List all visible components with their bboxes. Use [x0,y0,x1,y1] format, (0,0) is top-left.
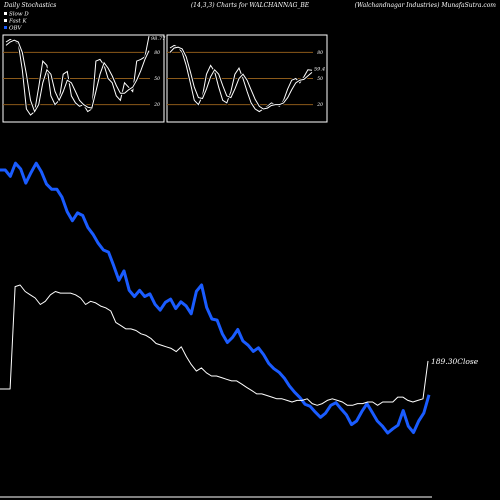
full-stochastic-panel: 20 50 80 59.4 FULL [166,34,328,132]
header-center: (14,3,3) Charts for WALCHANNAG_BE [191,2,310,9]
header-right: (Walchandnagar Industries) MunafaSutra.c… [355,2,497,9]
obv-line [0,161,431,435]
full-tick-50: 50 [317,76,323,82]
fast-tick-20: 20 [153,102,160,108]
full-value-label: 59.4 [314,66,325,72]
close-price-label: 189.30Close [431,357,479,366]
fast-panel-label: FAST [47,124,66,132]
full-panel-label: FULL [211,124,231,132]
legend-swatch-fast-k [4,19,7,22]
fast-slow-d-line [5,39,150,113]
legend-label-slow-d: Slow D [9,12,29,18]
full-tick-20: 20 [316,102,323,108]
obv-price-panel: 189.30Close [0,161,479,498]
fast-fast-k-line [5,36,150,116]
legend: Slow D Fast K OBV [4,12,29,32]
legend-label-obv: OBV [9,26,23,32]
fast-tick-80: 80 [154,50,160,56]
full-slow-d-line [169,46,313,110]
full-tick-80: 80 [317,50,323,56]
price-line [0,284,429,406]
legend-swatch-slow-d [4,12,7,15]
fast-stochastic-panel: 20 50 80 98.77 FAST [2,34,166,132]
legend-label-fast-k: Fast K [8,19,28,25]
fast-tick-50: 50 [154,76,160,82]
legend-swatch-obv [4,26,7,29]
header-left: Daily Stochastics [3,2,56,9]
fast-value-label: 98.77 [151,36,166,42]
full-fast-k-line [169,44,313,113]
